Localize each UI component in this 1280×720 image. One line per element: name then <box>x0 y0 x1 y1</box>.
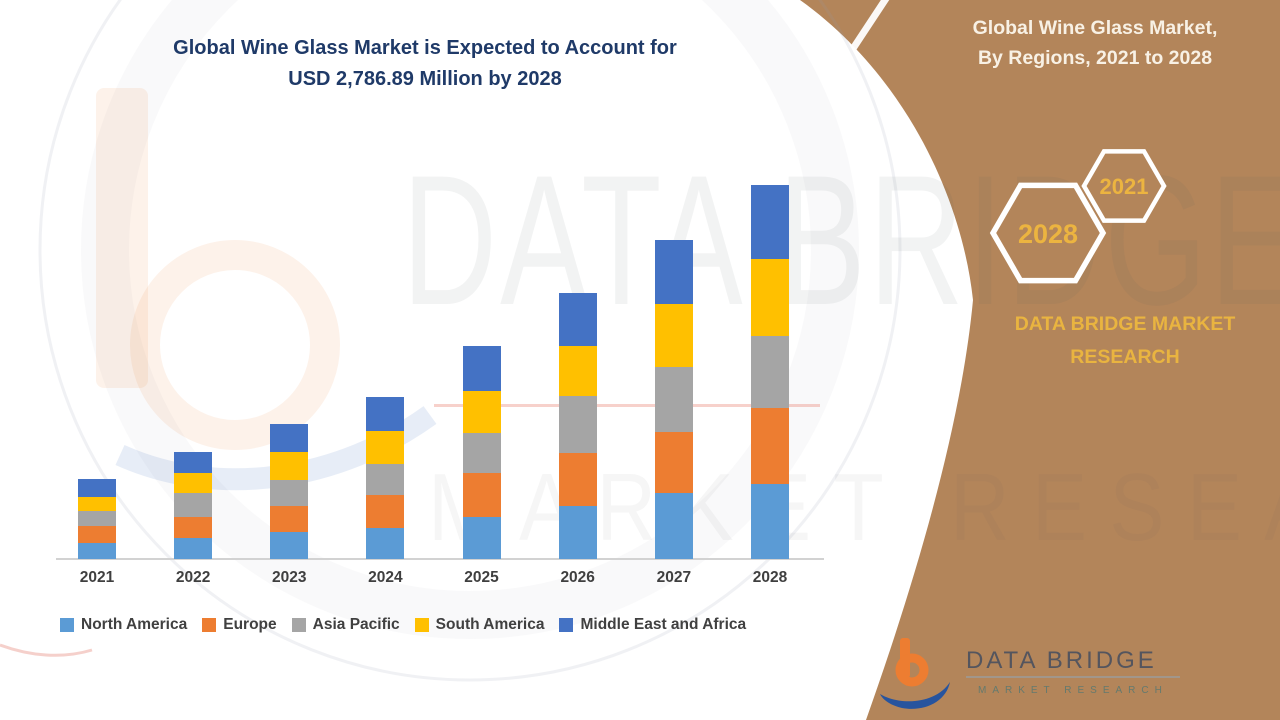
bar-2028 <box>750 185 789 559</box>
bar-segment-asia-pacific <box>366 463 405 496</box>
legend-swatch-icon <box>202 618 217 632</box>
bar-segment-europe <box>462 473 501 518</box>
bar-segment-north-america <box>558 505 597 559</box>
bar-2021 <box>78 478 116 559</box>
bar-2023 <box>270 423 309 559</box>
legend-item-south-america: South America <box>414 616 545 634</box>
bar-segment-south-america <box>174 473 213 494</box>
logo-b-bowl <box>895 653 929 687</box>
bar-segment-asia-pacific <box>654 367 693 433</box>
bar-segment-europe <box>558 452 597 506</box>
bar-segment-middle-east-and-africa <box>366 397 405 431</box>
chart-title-line1: Global Wine Glass Market is Expected to … <box>173 37 677 59</box>
bar-segment-north-america <box>654 493 693 559</box>
bar-segment-south-america <box>558 346 597 397</box>
bar-segment-europe <box>174 516 213 538</box>
hexagon-2028 <box>989 182 1107 284</box>
badge-2021-label: 2021 <box>1100 174 1149 199</box>
footer-logo: DATA BRIDGE MARKET RESEARCH <box>880 638 1180 709</box>
bar-segment-europe <box>654 432 693 494</box>
legend-label: South America <box>435 616 545 633</box>
bar-segment-europe <box>750 407 789 485</box>
badge-2028-label: 2028 <box>1018 219 1078 249</box>
bar-2024 <box>366 397 405 559</box>
chart-legend: North America Europe Asia Pacific South Ame… <box>60 616 746 634</box>
bar-2026 <box>558 293 597 559</box>
legend-swatch-icon <box>60 618 74 632</box>
panel-heading-line1: Global Wine Glass Market, <box>972 17 1218 39</box>
bar-2027 <box>654 240 693 559</box>
bar-segment-south-america <box>366 430 405 464</box>
bar-segment-asia-pacific <box>78 511 116 526</box>
logo-swoosh <box>880 682 950 709</box>
bar-segment-middle-east-and-africa <box>174 452 213 474</box>
bar-segment-europe <box>366 495 405 528</box>
legend-item-asia-pacific: Asia Pacific <box>291 616 400 634</box>
bar-segment-europe <box>270 505 309 533</box>
bar-segment-south-america <box>78 496 116 512</box>
x-axis-label-2022: 2022 <box>175 569 211 586</box>
x-axis-label-2028: 2028 <box>752 569 788 586</box>
legend-swatch-icon <box>559 618 574 632</box>
hexagon-2021 <box>1081 149 1167 223</box>
bar-segment-south-america <box>750 259 789 336</box>
x-axis-label-2021: 2021 <box>79 569 115 586</box>
bar-segment-north-america <box>750 484 789 559</box>
legend-item-north-america: North America <box>60 616 187 634</box>
bar-segment-asia-pacific <box>558 396 597 453</box>
bar-segment-north-america <box>270 532 309 559</box>
bar-segment-north-america <box>78 543 116 559</box>
legend-item-europe: Europe <box>202 616 277 634</box>
logo-tagline: MARKET RESEARCH <box>978 685 1168 696</box>
stacked-bar-chart: 2021 2022 2023 2024 2025 2026 2027 2028 <box>56 139 824 586</box>
x-axis-label-2027: 2027 <box>656 569 692 586</box>
bar-segment-europe <box>78 525 116 544</box>
bar-segment-asia-pacific <box>462 433 501 474</box>
logo-name: DATA BRIDGE <box>966 647 1157 674</box>
bar-2025 <box>462 345 501 559</box>
brand-line2: RESEARCH <box>1070 346 1180 368</box>
legend-label: North America <box>81 616 188 633</box>
bar-segment-middle-east-and-africa <box>462 345 501 391</box>
bar-segment-south-america <box>654 304 693 368</box>
bar-segment-middle-east-and-africa <box>78 478 116 497</box>
legend-label: Europe <box>223 616 277 633</box>
bar-segment-middle-east-and-africa <box>750 185 789 260</box>
bar-segment-middle-east-and-africa <box>654 240 693 305</box>
panel-heading: Global Wine Glass Market, By Regions, 20… <box>930 13 1260 73</box>
legend-item-middle-east-and-africa: Middle East and Africa <box>559 616 746 634</box>
bar-segment-south-america <box>462 390 501 434</box>
bar-segment-asia-pacific <box>270 479 309 506</box>
chart-title: Global Wine Glass Market is Expected to … <box>30 33 820 95</box>
x-axis-label-2026: 2026 <box>560 569 595 586</box>
legend-label: Middle East and Africa <box>580 616 747 633</box>
chart-title-line2: USD 2,786.89 Million by 2028 <box>288 68 562 90</box>
bar-segment-north-america <box>366 527 405 559</box>
x-axis-label-2025: 2025 <box>464 569 499 586</box>
brand-wordmark: DATA BRIDGE MARKET RESEARCH <box>975 308 1275 374</box>
legend-swatch-icon <box>291 618 306 632</box>
x-axis-line <box>56 558 824 560</box>
bar-segment-middle-east-and-africa <box>270 423 309 453</box>
bar-segment-south-america <box>270 452 309 480</box>
x-axis-label-2023: 2023 <box>272 569 307 586</box>
bar-segment-middle-east-and-africa <box>558 293 597 347</box>
panel-slash-accent <box>824 0 890 90</box>
legend-label: Asia Pacific <box>312 616 400 633</box>
bar-segment-north-america <box>462 517 501 559</box>
brand-line1: DATA BRIDGE MARKET <box>1014 313 1236 335</box>
x-axis-label-2024: 2024 <box>368 569 403 586</box>
bar-segment-asia-pacific <box>750 335 789 408</box>
bar-segment-asia-pacific <box>174 493 213 517</box>
bar-segment-north-america <box>174 537 213 559</box>
legend-swatch-icon <box>414 618 429 632</box>
panel-heading-line2: By Regions, 2021 to 2028 <box>977 47 1213 69</box>
bar-2022 <box>174 452 213 559</box>
